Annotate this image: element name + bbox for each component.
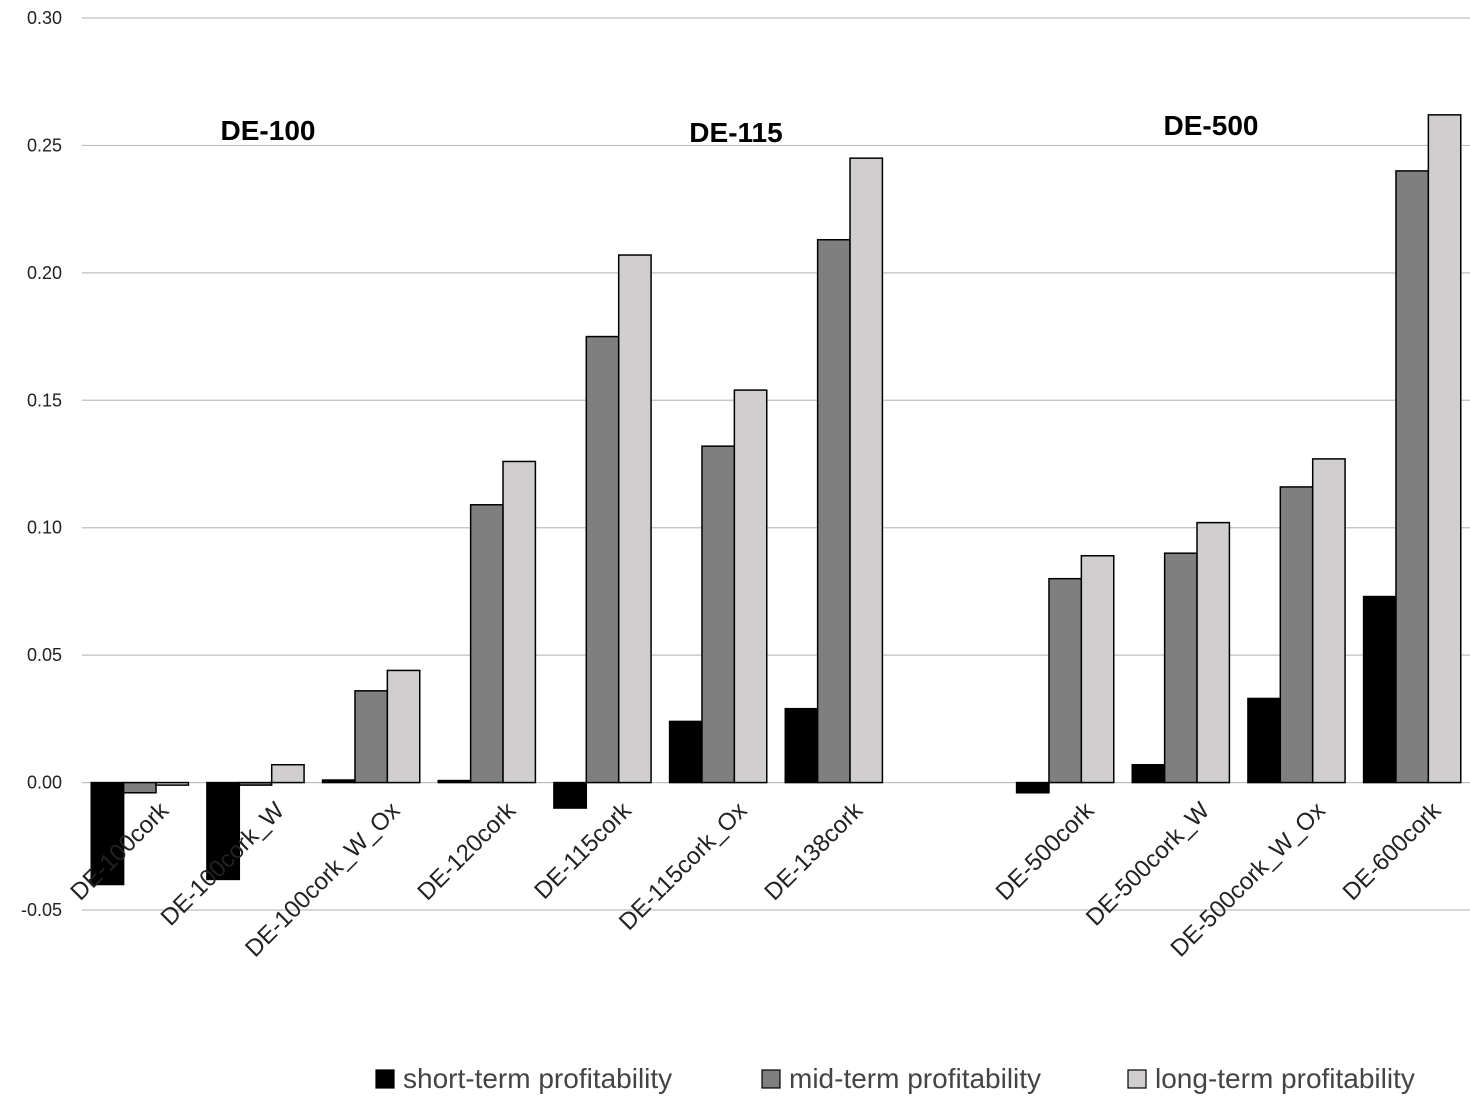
bar [1279, 486, 1314, 784]
legend-label: short-term profitability [403, 1063, 672, 1094]
x-tick-label: DE-600cork [1338, 796, 1447, 905]
bar [90, 781, 125, 886]
group-label: DE-500 [1164, 110, 1259, 141]
bar [1163, 552, 1198, 784]
bars [90, 114, 1462, 886]
y-axis-ticks: -0.05 0.00 0.05 0.10 0.15 0.20 0.25 0.30 [21, 8, 62, 920]
bar [1196, 521, 1231, 784]
bar [733, 389, 768, 784]
x-tick-label: DE-115cork [529, 796, 637, 904]
bar [784, 707, 819, 784]
bar [502, 460, 537, 784]
legend: short-term profitability mid-term profita… [375, 1063, 1415, 1094]
bar [585, 335, 620, 784]
gridlines [82, 17, 1470, 911]
legend-label: mid-term profitability [789, 1063, 1041, 1094]
bar [206, 781, 241, 881]
bar [469, 504, 504, 784]
y-tick-label: -0.05 [21, 900, 62, 920]
group-label: DE-115 [689, 117, 782, 148]
y-tick-label: 0.20 [27, 263, 62, 283]
bar [1362, 595, 1397, 784]
legend-swatch [1127, 1069, 1147, 1089]
legend-swatch [375, 1069, 395, 1089]
x-tick-label: DE-138cork [759, 796, 868, 905]
y-tick-label: 0.25 [27, 135, 62, 155]
legend-label: long-term profitability [1155, 1063, 1415, 1094]
group-labels: DE-100 DE-115 DE-500 [221, 110, 1259, 148]
x-tick-label: DE-500cork [991, 796, 1100, 905]
bar [386, 669, 421, 784]
bar [1131, 763, 1166, 784]
y-tick-label: 0.00 [27, 773, 62, 793]
bar [849, 157, 884, 784]
x-tick-label: DE-500cork_W [1081, 797, 1215, 931]
bar [238, 781, 273, 786]
bar [155, 781, 190, 786]
bar [321, 779, 356, 784]
bar [1080, 554, 1115, 784]
y-tick-label: 0.05 [27, 645, 62, 665]
bar [1427, 114, 1462, 784]
y-tick-label: 0.15 [27, 390, 62, 410]
bar [701, 445, 736, 784]
bar [437, 779, 472, 784]
bar [354, 690, 389, 784]
x-tick-label: DE-120cork [412, 796, 521, 905]
y-tick-label: 0.30 [27, 8, 62, 28]
bar [668, 720, 703, 784]
bar [1247, 697, 1282, 784]
bar [1311, 458, 1346, 784]
bar [617, 254, 652, 784]
y-tick-label: 0.10 [27, 518, 62, 538]
bar [1048, 577, 1083, 784]
group-label: DE-100 [221, 115, 316, 146]
legend-swatch [761, 1069, 781, 1089]
bar [553, 781, 588, 809]
bar [1015, 781, 1050, 794]
bar [122, 781, 157, 794]
bar [816, 238, 851, 784]
bar [270, 763, 305, 784]
bar [1395, 170, 1430, 784]
